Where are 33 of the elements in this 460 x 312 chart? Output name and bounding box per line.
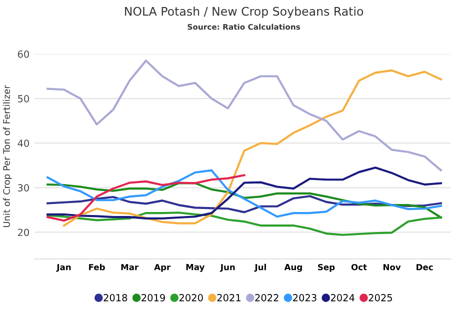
line-series: [62, 69, 442, 227]
legend-label: 2019: [142, 294, 165, 302]
legend-label: 2024: [330, 294, 354, 302]
x-tick-label: Sep: [318, 264, 335, 272]
y-axis-title: Unit of Crop Per Ton of Fertilizer: [2, 85, 12, 228]
y-tick-label: 60: [18, 50, 29, 58]
line-series: [46, 174, 246, 222]
y-tick-label: 30: [18, 184, 29, 192]
x-tick-label: Apr: [154, 264, 171, 272]
y-tick-label: 40: [18, 140, 29, 147]
legend-label: 2023: [293, 294, 316, 302]
x-tick-label: Nov: [383, 264, 401, 270]
x-tick-label: Jun: [220, 264, 235, 272]
line-series: [46, 60, 442, 172]
y-tick-label: 50: [18, 95, 29, 102]
y-tick-label: 20: [18, 228, 29, 236]
legend-label: 2022: [255, 294, 278, 302]
line-series: [46, 195, 442, 214]
x-tick-label: Jul: [254, 264, 266, 272]
legend-label: 2020: [179, 294, 203, 302]
x-tick-label: May: [186, 264, 205, 272]
legend-label: 2025: [368, 294, 392, 302]
legend-label: 2018: [104, 294, 128, 302]
line-series: [46, 182, 442, 219]
x-tick-label: Mar: [121, 264, 139, 270]
x-tick-label: Feb: [89, 264, 105, 270]
x-tick-label: Dec: [416, 264, 433, 270]
chart-title: NOLA Potash / New Crop Soybeans Ratio: [125, 6, 364, 18]
x-tick-label: Oct: [351, 264, 367, 270]
x-tick-label: Jan: [56, 264, 71, 272]
legend-label: 2021: [217, 294, 240, 302]
line-series: [46, 212, 442, 236]
x-tick-label: Aug: [284, 264, 302, 272]
